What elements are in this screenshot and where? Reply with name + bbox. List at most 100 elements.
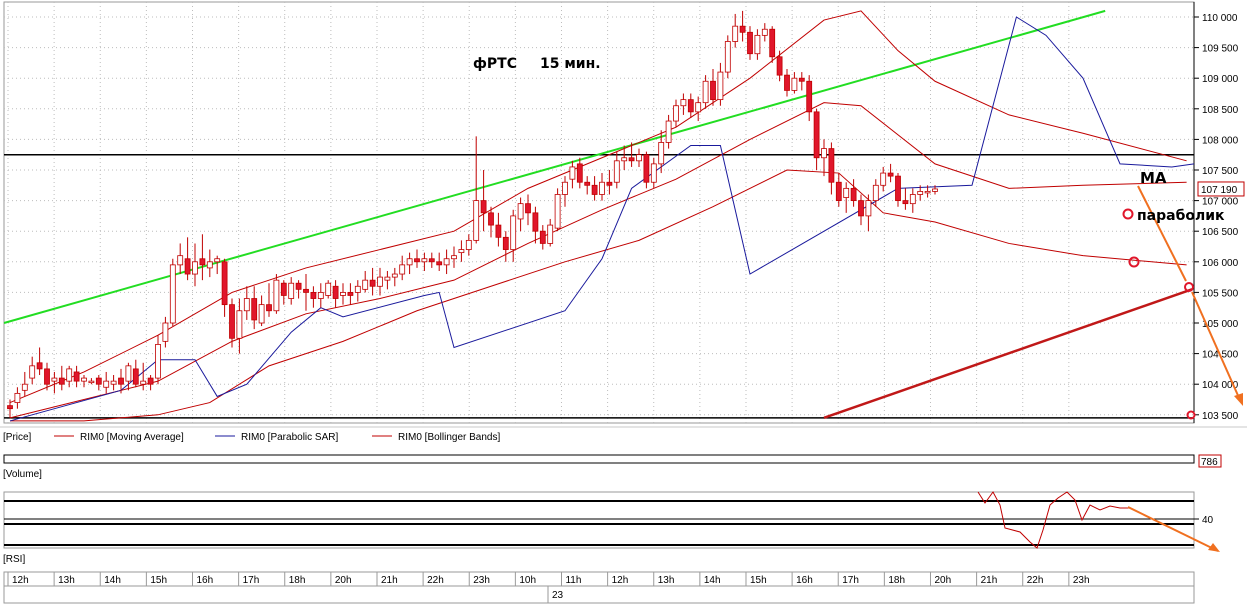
candle — [747, 26, 753, 60]
candle — [21, 371, 28, 397]
candle — [732, 13, 739, 48]
price-tick-label: 108 000 — [1202, 135, 1239, 146]
time-tick-label: 15h — [750, 575, 767, 586]
candle — [636, 148, 642, 167]
time-tick-label: 21h — [381, 575, 398, 586]
candle — [169, 258, 176, 327]
candle — [428, 252, 435, 268]
candle — [184, 237, 191, 281]
legend-bb-label: RIM0 [Bollinger Bands] — [398, 432, 500, 443]
candle — [872, 179, 879, 207]
candle — [258, 295, 265, 327]
time-tick-label: 14h — [104, 575, 121, 586]
candle — [266, 283, 272, 317]
candle — [125, 362, 132, 391]
candle — [717, 62, 724, 106]
candle — [702, 75, 709, 109]
price-tick-label: 109 000 — [1202, 74, 1239, 85]
candle — [687, 93, 694, 118]
candle — [288, 277, 295, 305]
candle — [695, 96, 702, 122]
candle — [192, 243, 198, 287]
price-tick-label: 108 500 — [1202, 105, 1239, 116]
candle — [369, 267, 376, 296]
candle — [895, 173, 901, 207]
candle — [784, 69, 790, 97]
candle — [909, 188, 916, 213]
candle — [739, 10, 746, 42]
candle — [132, 359, 139, 388]
candle — [95, 375, 102, 391]
candle — [865, 194, 872, 232]
ma-label: MA — [1140, 169, 1167, 187]
price-tick-label: 106 000 — [1202, 258, 1239, 269]
candle — [140, 362, 147, 391]
candle — [317, 283, 324, 308]
volume-panel-frame — [3, 454, 1195, 464]
candle — [58, 365, 65, 391]
time-tick-label: 18h — [289, 575, 306, 586]
candle — [377, 267, 383, 296]
level-marker-circle — [1186, 410, 1196, 420]
rsi-level-40-label: 40 — [1202, 515, 1214, 526]
support-marker-circle — [1184, 282, 1194, 292]
candle — [177, 243, 184, 275]
candle — [680, 93, 687, 115]
candle — [554, 188, 561, 232]
candle — [458, 240, 465, 262]
time-tick-label: 16h — [196, 575, 213, 586]
candle — [495, 212, 502, 247]
legend-price-label: [Price] — [3, 432, 32, 443]
chart-title: фРТС — [473, 56, 517, 72]
candle — [599, 173, 605, 201]
candle — [835, 173, 842, 207]
candle — [710, 69, 716, 106]
time-tick-label: 18h — [888, 575, 905, 586]
candle — [414, 249, 420, 268]
price-tick-label: 107 500 — [1202, 166, 1239, 177]
candle — [214, 255, 221, 275]
candle — [791, 72, 798, 94]
price-axis: 110 000 109 500 109 000 108 500 108 000 107 5… — [1193, 2, 1245, 423]
indicator-lines — [9, 10, 1195, 422]
moving-average-line — [9, 102, 1187, 419]
candle — [917, 185, 924, 201]
candle — [924, 185, 931, 198]
candle — [273, 274, 280, 314]
rsi-forecast-arrow — [1127, 506, 1219, 552]
date-row-frame — [3, 585, 1195, 604]
rsi-line — [977, 491, 1130, 549]
candle — [584, 176, 591, 195]
volume-label: [Volume] — [3, 469, 42, 480]
forecast-arrow-upper — [1137, 185, 1187, 282]
candle — [517, 197, 524, 232]
candle — [932, 185, 938, 195]
candle — [576, 157, 583, 189]
candle — [821, 139, 827, 177]
candle — [850, 179, 857, 207]
price-tick-label: 106 500 — [1202, 227, 1239, 238]
time-tick-label: 21h — [981, 575, 998, 586]
candle — [81, 375, 87, 388]
time-tick-label: 13h — [658, 575, 675, 586]
candle — [7, 399, 13, 418]
candle — [473, 136, 480, 244]
time-tick-label: 17h — [842, 575, 859, 586]
candle — [436, 252, 443, 271]
time-axis: 12h 13h 14h 15h 16h 17h 18h 20h 21h 22h 23h 10h 11h 1… — [7, 572, 1090, 586]
candle — [606, 170, 613, 195]
candle — [858, 194, 864, 226]
price-panel-frame — [3, 1, 1195, 424]
chart-timeframe: 15 мин. — [540, 56, 601, 72]
bb-marker-circle — [1128, 256, 1140, 268]
price-tick-label: 105 000 — [1202, 319, 1239, 330]
candle — [162, 316, 169, 348]
candle — [510, 209, 517, 262]
candle — [399, 255, 406, 281]
candle — [806, 75, 813, 122]
price-tick-label: 104 000 — [1202, 380, 1239, 391]
candle — [406, 252, 413, 275]
candle — [502, 231, 509, 262]
price-tick-label: 103 500 — [1202, 411, 1239, 422]
